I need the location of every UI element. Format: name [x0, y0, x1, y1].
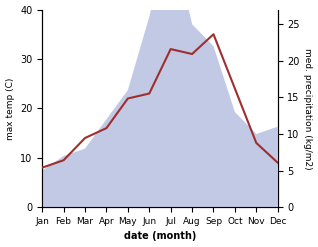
X-axis label: date (month): date (month)	[124, 231, 196, 242]
Y-axis label: max temp (C): max temp (C)	[5, 77, 15, 140]
Y-axis label: med. precipitation (kg/m2): med. precipitation (kg/m2)	[303, 48, 313, 169]
